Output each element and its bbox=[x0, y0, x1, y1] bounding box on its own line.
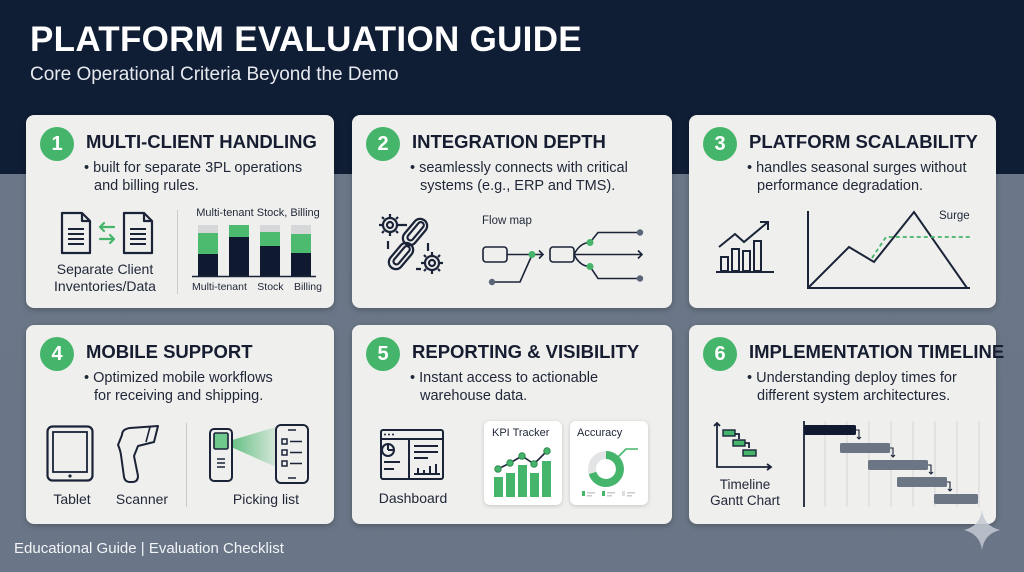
card-title: INTEGRATION DEPTH bbox=[412, 131, 606, 152]
page-title: PLATFORM EVALUATION GUIDE bbox=[30, 20, 582, 59]
step-badge-2: 2 bbox=[366, 127, 400, 161]
kpi-tracker-label: KPI Tracker bbox=[492, 427, 550, 439]
card-title: MULTI-CLIENT HANDLING bbox=[86, 131, 317, 152]
card-description: • Understanding deploy times for differe… bbox=[747, 370, 957, 404]
flow-map-label: Flow map bbox=[482, 215, 532, 227]
card-description: • seamlessly connects with critical syst… bbox=[410, 160, 628, 194]
divider bbox=[177, 210, 178, 294]
desc-line-1: • built for separate 3PL operations bbox=[84, 160, 303, 176]
gantt-chart-icon bbox=[713, 421, 773, 471]
accuracy-card: Accuracy bbox=[570, 421, 648, 505]
card-integration-depth: 2 INTEGRATION DEPTH • seamlessly connect… bbox=[352, 115, 672, 308]
card-mobile-support: 4 MOBILE SUPPORT • Optimized mobile work… bbox=[26, 325, 334, 524]
picking-list-label: Picking list bbox=[232, 491, 300, 507]
accuracy-donut-chart bbox=[582, 448, 638, 497]
card-implementation-timeline: 6 IMPLEMENTATION TIMELINE • Understandin… bbox=[689, 325, 1004, 524]
kpi-bar-line-chart bbox=[494, 447, 551, 497]
icon-label: Separate Client Inventories/Data bbox=[54, 261, 156, 294]
card-title: PLATFORM SCALABILITY bbox=[749, 131, 978, 152]
card-description: • handles seasonal surges without perfor… bbox=[747, 160, 967, 194]
tablet-label: Tablet bbox=[53, 491, 91, 507]
document-sync-icon bbox=[60, 211, 154, 255]
step-badge-4: 4 bbox=[40, 337, 74, 371]
barcode-scanner-icon bbox=[117, 425, 159, 483]
gantt-icon-label: Timeline Gantt Chart bbox=[710, 477, 780, 508]
card-description: • Optimized mobile workflows for receivi… bbox=[84, 370, 273, 404]
step-badge-6: 6 bbox=[703, 337, 737, 371]
gantt-timeline-chart bbox=[803, 421, 980, 507]
accuracy-label: Accuracy bbox=[577, 427, 623, 439]
kpi-tracker-card: KPI Tracker bbox=[484, 421, 562, 505]
divider bbox=[186, 423, 187, 507]
card-description: • built for separate 3PL operations and … bbox=[84, 159, 344, 195]
dashboard-icon bbox=[380, 429, 444, 480]
page-header: PLATFORM EVALUATION GUIDE Core Operation… bbox=[30, 20, 582, 86]
step-badge-1: 1 bbox=[40, 127, 74, 161]
card-title: REPORTING & VISIBILITY bbox=[412, 341, 640, 362]
chart-axis-labels: Multi-tenant Stock Billing bbox=[192, 281, 322, 293]
sparkle-icon bbox=[964, 510, 1000, 550]
growth-chart-icon bbox=[716, 221, 774, 273]
surge-line-chart bbox=[807, 210, 972, 289]
card-description: • Instant access to actionable warehouse… bbox=[410, 370, 599, 404]
dashboard-label: Dashboard bbox=[378, 490, 448, 506]
chart-title: Multi-tenant Stock, Billing bbox=[196, 207, 320, 219]
scanner-label: Scanner bbox=[115, 491, 169, 507]
card-reporting-visibility: 5 REPORTING & VISIBILITY • Instant acces… bbox=[352, 325, 672, 524]
footer-text: Educational Guide | Evaluation Checklist bbox=[14, 540, 284, 557]
card-platform-scalability: 3 PLATFORM SCALABILITY • handles seasona… bbox=[689, 115, 996, 308]
card-title: MOBILE SUPPORT bbox=[86, 341, 253, 362]
stacked-bar-chart bbox=[192, 225, 316, 278]
page-subtitle: Core Operational Criteria Beyond the Dem… bbox=[30, 64, 399, 85]
handheld-scan-picklist-icon bbox=[209, 424, 309, 484]
step-badge-3: 3 bbox=[703, 127, 737, 161]
gear-chain-icon bbox=[379, 214, 443, 274]
tablet-icon bbox=[46, 425, 94, 482]
card-multi-client-handling: 1 MULTI-CLIENT HANDLING • built for sepa… bbox=[26, 115, 334, 308]
surge-label: Surge bbox=[939, 210, 970, 222]
desc-line-2: and billing rules. bbox=[94, 178, 199, 194]
flow-map-diagram bbox=[482, 229, 644, 286]
step-badge-5: 5 bbox=[366, 337, 400, 371]
card-title: IMPLEMENTATION TIMELINE bbox=[749, 341, 1005, 362]
